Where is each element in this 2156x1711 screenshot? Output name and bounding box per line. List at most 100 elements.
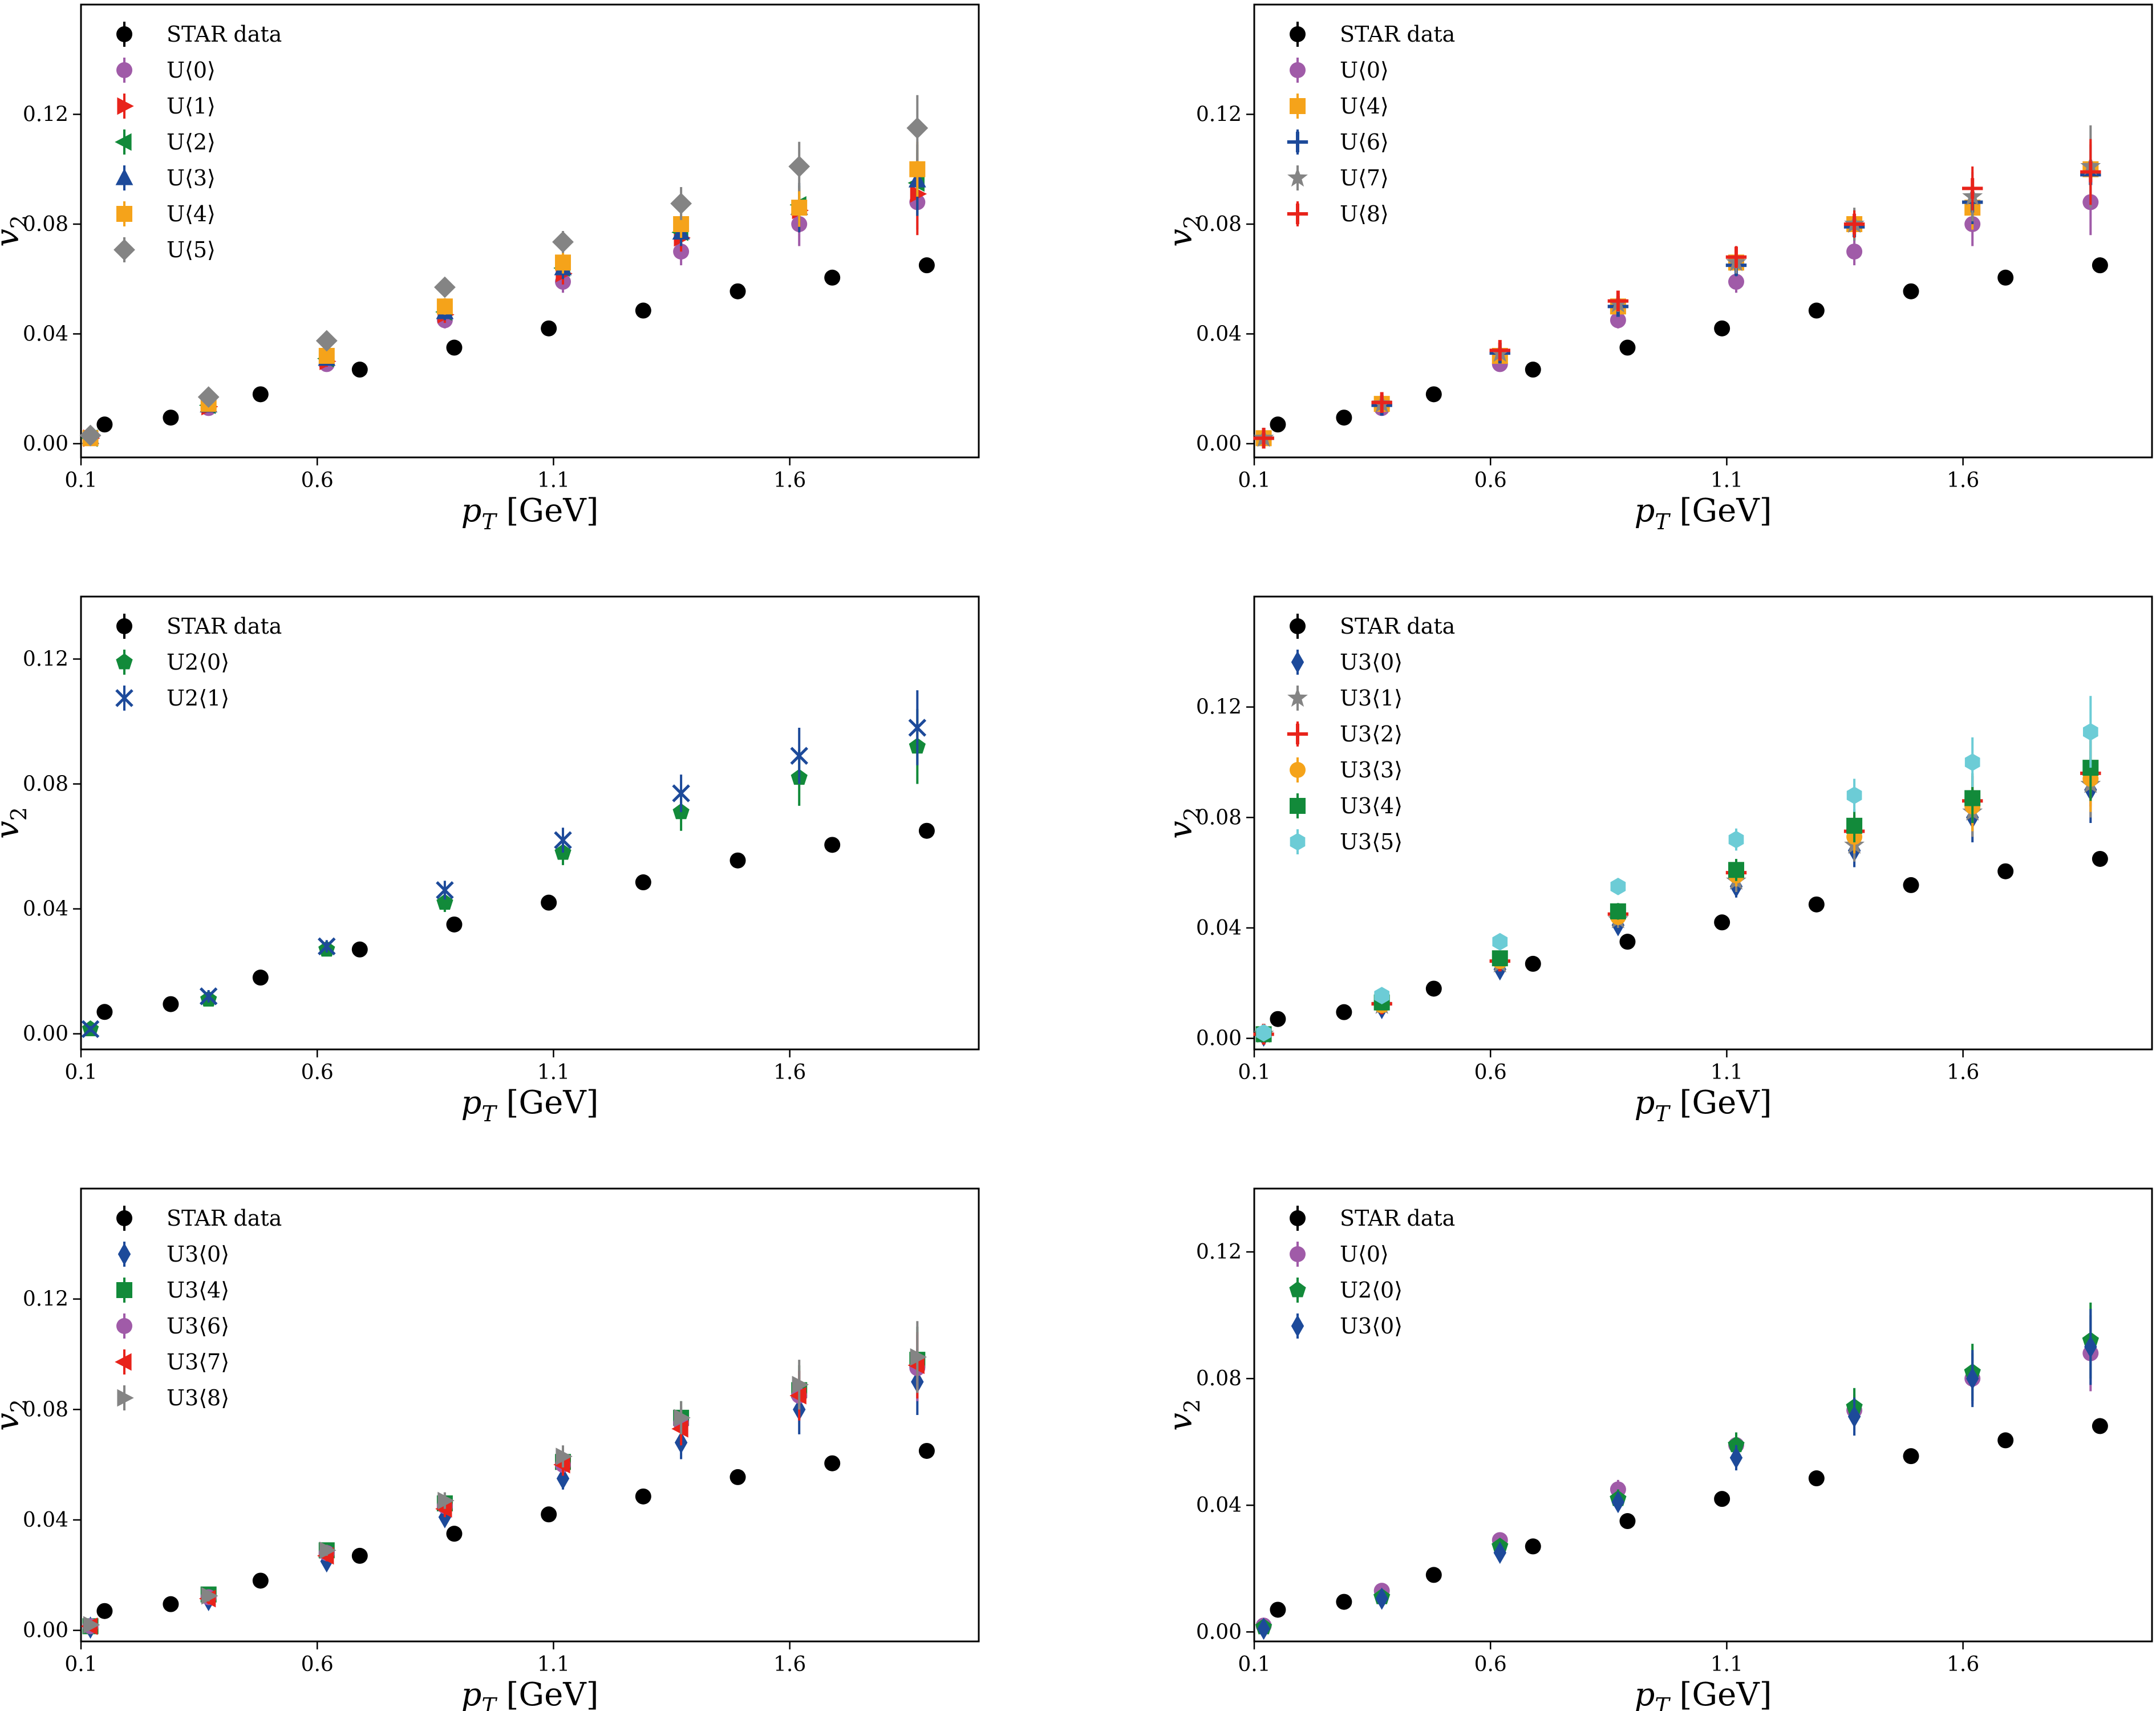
legend-label: STAR data — [167, 1206, 282, 1231]
legend-marker — [1287, 167, 1308, 187]
data-point — [1492, 932, 1508, 951]
plot-frame — [80, 595, 980, 1051]
y-tick-label: 0.00 — [1196, 1620, 1242, 1644]
y-tick-label: 0.04 — [1196, 917, 1242, 940]
chart-panel-middle-left: 0.1 0.6 1.1 1.6 0.00 0.04 0.08 0.12 pT [GeV] v2 ST… — [0, 595, 980, 1126]
series-0 — [96, 822, 935, 1020]
legend-marker — [1290, 798, 1306, 814]
y-tick-label: 0.08 — [23, 773, 68, 796]
legend-label: U⟨3⟩ — [167, 165, 216, 190]
legend-label: U3⟨4⟩ — [167, 1278, 229, 1303]
x-tick-label: 1.1 — [537, 469, 570, 492]
data-point — [556, 1467, 570, 1490]
data-point — [446, 1526, 463, 1542]
legend-label: U⟨0⟩ — [167, 58, 216, 83]
y-axis-label: v2 — [0, 215, 31, 247]
y-axis-label: v2 — [0, 1399, 31, 1431]
data-point — [1962, 178, 1983, 199]
data-point — [1493, 1541, 1506, 1564]
legend-marker — [1289, 1281, 1306, 1298]
legend: STAR data U⟨0⟩ U⟨1⟩ U⟨2⟩ U⟨3⟩ U⟨4⟩ U⟨5⟩ — [114, 22, 282, 262]
data-point — [2084, 1336, 2097, 1359]
x-axis-label: pT [GeV] — [461, 492, 598, 534]
data-point — [918, 257, 935, 274]
x-tick-label: 1.1 — [537, 1653, 570, 1676]
series-0 — [1270, 1418, 2108, 1618]
data-point — [1336, 409, 1352, 426]
data-point — [541, 1506, 557, 1523]
x-axis-label: pT [GeV] — [461, 1084, 598, 1126]
x-tick-label: 0.1 — [64, 1653, 97, 1676]
x-tick-label: 0.6 — [1474, 469, 1507, 492]
y-tick-label: 0.04 — [23, 1509, 68, 1532]
legend: STAR data U2⟨0⟩ U2⟨1⟩ — [115, 614, 282, 711]
data-point — [1374, 987, 1390, 1004]
data-point — [2092, 257, 2108, 274]
x-tick-label: 1.6 — [773, 1061, 806, 1084]
legend-label: U3⟨2⟩ — [1340, 721, 1403, 747]
legend-label: U⟨8⟩ — [1340, 201, 1389, 226]
x-tick-label: 0.6 — [1474, 1061, 1507, 1084]
x-tick-label: 1.1 — [1711, 1061, 1743, 1084]
data-point — [1728, 830, 1744, 849]
legend-marker — [1287, 131, 1308, 153]
data-point — [1607, 290, 1629, 311]
data-point — [351, 941, 368, 958]
legend-marker — [1290, 26, 1306, 42]
data-point — [2080, 161, 2101, 183]
data-point — [908, 719, 927, 737]
legend-label: U⟨7⟩ — [1340, 165, 1389, 190]
data-point — [554, 831, 572, 849]
x-tick-label: 0.1 — [1238, 1653, 1270, 1676]
y-tick-label: 0.00 — [1196, 1027, 1242, 1051]
data-point — [1611, 1491, 1625, 1514]
legend-marker — [116, 26, 132, 42]
legend-marker — [116, 1318, 132, 1334]
data-point — [554, 254, 571, 271]
legend-marker — [1290, 833, 1306, 851]
legend-label: U3⟨1⟩ — [1340, 686, 1403, 711]
series-5 — [1253, 139, 2101, 449]
data-point — [1843, 213, 1865, 235]
data-point — [824, 837, 841, 853]
legend-label: U3⟨0⟩ — [1340, 1313, 1403, 1339]
data-point — [351, 362, 368, 378]
data-point — [1619, 339, 1636, 356]
legend-label: U⟨6⟩ — [1340, 129, 1389, 155]
data-point — [437, 1491, 455, 1510]
data-point — [1270, 1011, 1286, 1027]
legend-marker — [1290, 762, 1306, 778]
data-point — [635, 874, 651, 891]
data-point — [1808, 302, 1825, 319]
legend-label: U⟨2⟩ — [167, 129, 216, 155]
series-0 — [96, 1442, 935, 1619]
data-point — [1425, 1567, 1442, 1583]
y-tick-label: 0.12 — [1196, 696, 1242, 719]
legend-marker — [116, 1282, 132, 1298]
legend-label: U3⟨4⟩ — [1340, 793, 1403, 818]
y-tick-label: 0.12 — [23, 1288, 68, 1311]
data-point — [1997, 863, 2014, 879]
legend-label: U3⟨0⟩ — [167, 1242, 229, 1267]
data-point — [671, 1420, 688, 1438]
data-point — [1610, 312, 1626, 329]
data-point — [1270, 416, 1286, 433]
data-point — [674, 1409, 691, 1427]
data-point — [163, 996, 179, 1012]
legend-label: U2⟨0⟩ — [1340, 1278, 1403, 1303]
x-tick-label: 1.6 — [1947, 1653, 1979, 1676]
data-point — [1371, 392, 1392, 413]
y-tick-label: 0.04 — [1196, 322, 1242, 346]
data-point — [672, 784, 690, 802]
chart-panel-bottom-right: 0.1 0.6 1.1 1.6 0.00 0.04 0.08 0.12 pT [GeV] v2 ST… — [1162, 1187, 2153, 1711]
series-0 — [96, 257, 935, 433]
data-point — [79, 424, 102, 447]
legend-marker — [117, 97, 134, 115]
data-point — [319, 1541, 337, 1559]
data-point — [1728, 862, 1744, 878]
data-point — [1847, 1405, 1861, 1428]
data-point — [730, 1469, 746, 1485]
legend: STAR data U3⟨0⟩ U3⟨1⟩ U3⟨2⟩ U3⟨3⟩ U3⟨4⟩ U3⟨5⟩ — [1287, 614, 1455, 854]
legend-marker — [115, 133, 132, 151]
data-point — [81, 1020, 100, 1039]
